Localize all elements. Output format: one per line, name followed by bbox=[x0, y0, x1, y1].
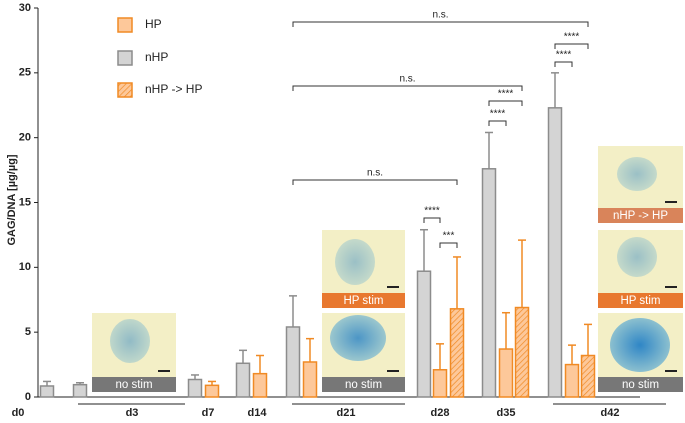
x-tick-label: d42 bbox=[601, 407, 620, 419]
scale-bar bbox=[387, 286, 399, 288]
x-tick-label: d0 bbox=[12, 407, 25, 419]
legend-swatch bbox=[117, 17, 133, 33]
significance-label: **** bbox=[424, 206, 440, 217]
legend-label: HP bbox=[145, 17, 162, 31]
x-tick-label: d3 bbox=[126, 407, 139, 419]
scale-bar bbox=[158, 370, 170, 372]
inset-label-box bbox=[322, 377, 405, 392]
tissue bbox=[335, 239, 375, 285]
bar bbox=[432, 369, 448, 398]
bar bbox=[252, 372, 268, 398]
scale-bar bbox=[665, 201, 677, 203]
inset-label-box bbox=[92, 377, 176, 392]
bar bbox=[72, 383, 88, 398]
significance-bracket bbox=[292, 21, 589, 27]
significance-bracket bbox=[488, 120, 507, 126]
significance-label: *** bbox=[443, 231, 455, 242]
y-axis-label: GAG/DNA [µg/µg] bbox=[6, 154, 18, 245]
y-tick-label: 30 bbox=[19, 2, 31, 14]
legend-label: nHP -> HP bbox=[145, 82, 202, 96]
y-tick-label: 5 bbox=[25, 326, 31, 338]
significance-bracket bbox=[292, 179, 458, 185]
legend-label: nHP bbox=[145, 50, 168, 64]
y-tick-label: 10 bbox=[19, 261, 31, 273]
inset-label-box bbox=[598, 208, 683, 223]
y-tick-label: 15 bbox=[19, 196, 31, 208]
significance-bracket bbox=[488, 100, 523, 106]
tissue bbox=[110, 319, 150, 363]
bar bbox=[235, 362, 251, 398]
tissue bbox=[610, 318, 670, 372]
bar bbox=[187, 378, 203, 398]
significance-label: n.s. bbox=[432, 10, 448, 21]
inset-label: no stim bbox=[622, 379, 659, 391]
inset-label: HP stim bbox=[343, 295, 383, 307]
significance-label: **** bbox=[556, 50, 572, 61]
inset-label-box bbox=[322, 293, 405, 308]
bar bbox=[547, 107, 563, 398]
bar bbox=[481, 168, 497, 398]
legend-swatch bbox=[117, 50, 133, 66]
bar bbox=[416, 270, 432, 398]
bar bbox=[514, 306, 530, 398]
significance-label: **** bbox=[498, 89, 514, 100]
inset-label: nHP -> HP bbox=[613, 210, 668, 222]
bar bbox=[564, 363, 580, 398]
bar bbox=[580, 354, 596, 398]
significance-bracket bbox=[439, 242, 458, 248]
x-tick-label: d28 bbox=[431, 407, 450, 419]
significance-bracket bbox=[554, 43, 589, 49]
significance-label: n.s. bbox=[367, 168, 383, 179]
bar bbox=[39, 385, 55, 398]
significance-label: **** bbox=[490, 109, 506, 120]
inset-label-box bbox=[598, 377, 683, 392]
inset-label: HP stim bbox=[620, 295, 660, 307]
bar bbox=[285, 326, 301, 398]
inset-label-box bbox=[598, 293, 683, 308]
inset-label: no stim bbox=[345, 379, 382, 391]
scale-bar bbox=[665, 370, 677, 372]
scale-bar bbox=[387, 370, 399, 372]
significance-bracket bbox=[423, 217, 441, 223]
tissue bbox=[617, 237, 657, 277]
bar bbox=[204, 384, 220, 398]
tissue bbox=[617, 157, 657, 191]
legend-swatch bbox=[117, 82, 133, 98]
x-tick-label: d21 bbox=[337, 407, 356, 419]
significance-bracket bbox=[554, 61, 573, 67]
bar bbox=[302, 361, 318, 398]
y-tick-label: 0 bbox=[25, 391, 31, 403]
x-tick-label: d7 bbox=[202, 407, 215, 419]
y-tick-label: 20 bbox=[19, 132, 31, 144]
significance-label: n.s. bbox=[399, 74, 415, 85]
significance-bracket bbox=[292, 85, 523, 91]
significance-label: **** bbox=[564, 32, 580, 43]
y-tick-label: 25 bbox=[19, 67, 31, 79]
x-tick-label: d14 bbox=[248, 407, 268, 419]
tissue bbox=[330, 315, 386, 361]
bar bbox=[498, 348, 514, 398]
scale-bar bbox=[665, 286, 677, 288]
x-tick-label: d35 bbox=[497, 407, 516, 419]
bar bbox=[449, 308, 465, 398]
inset-label: no stim bbox=[115, 379, 152, 391]
